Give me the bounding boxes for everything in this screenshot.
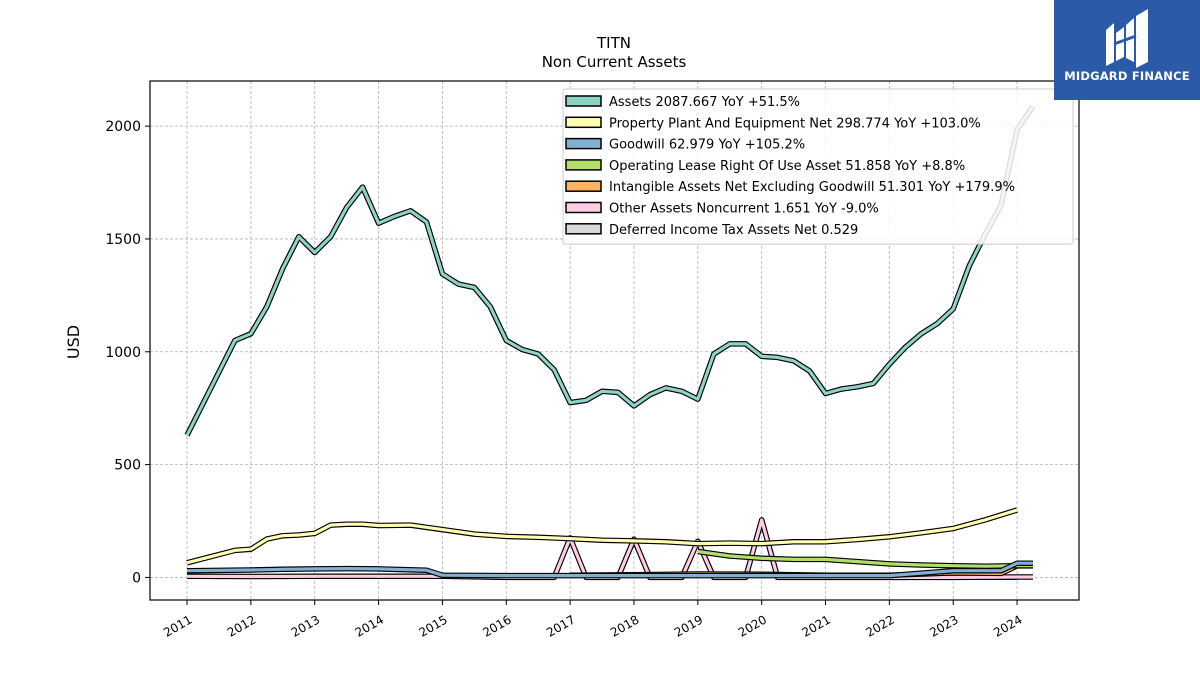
legend-label-4: Intangible Assets Net Excluding Goodwill… [609,180,1015,195]
y-tick-label-0: 0 [132,570,141,586]
x-tick-label-4: 2015 [416,612,449,639]
chart-subtitle: Non Current Assets [542,53,687,71]
legend-swatch-3 [565,159,602,171]
chart-title: TITN [596,34,631,52]
legend-label-0: Assets 2087.667 YoY +51.5% [609,95,800,110]
series-line-operating-lease-right-of-use-asset [697,549,1033,568]
x-tick-label-13: 2024 [991,612,1024,639]
y-tick-label-1: 500 [114,458,141,474]
legend-swatch-2 [565,137,602,150]
y-tick-label-4: 2000 [105,119,141,135]
legend-label-2: Goodwill 62.979 YoY +105.2% [609,138,805,153]
y-axis-label: USD [64,325,83,359]
legend-swatch-4 [565,180,602,192]
legend-swatch-1 [565,116,602,129]
x-tick-label-10: 2021 [800,612,833,639]
x-tick-label-2: 2013 [289,612,322,639]
midgard-logo-icon [1106,9,1148,68]
legend-swatch-0 [565,95,602,107]
legend: Assets 2087.667 YoY +51.5% Property Plant… [562,88,1074,245]
series-line-goodwill [186,561,1033,578]
legend-label-5: Other Assets Noncurrent 1.651 YoY -9.0% [609,202,879,217]
brand-logo: MIDGARD FINANCE [1054,0,1200,100]
legend-label-6: Deferred Income Tax Assets Net 0.529 [609,223,858,238]
brand-name: MIDGARD FINANCE [1064,69,1190,83]
legend-swatch-6 [565,223,602,235]
y-axis: 0 500 1000 1500 2000 [105,119,150,586]
x-axis: 2011 2012 2013 2014 2015 2016 2017 2018 2019 2020… [161,600,1025,640]
x-tick-label-11: 2022 [863,612,896,639]
legend-swatch-5 [565,201,602,214]
x-tick-label-3: 2014 [353,612,386,639]
x-tick-label-9: 2020 [736,612,769,639]
x-tick-label-8: 2019 [672,612,705,639]
plot-area-frame [149,80,1080,601]
series-line-assets [185,105,1035,437]
x-tick-label-7: 2018 [608,612,641,639]
x-tick-label-1: 2012 [225,612,258,639]
series-layer [184,104,1036,581]
series-line-property-plant-and-equipment-net [186,508,1018,565]
legend-label-3: Operating Lease Right Of Use Asset 51.85… [609,159,965,174]
y-tick-label-3: 1500 [105,232,141,248]
x-tick-label-0: 2011 [161,612,194,639]
y-tick-label-2: 1000 [105,345,141,361]
x-tick-label-5: 2016 [480,612,513,639]
x-tick-label-12: 2023 [927,612,960,639]
x-tick-label-6: 2017 [544,612,577,639]
legend-box [562,88,1074,245]
legend-label-1: Property Plant And Equipment Net 298.774… [609,116,981,131]
